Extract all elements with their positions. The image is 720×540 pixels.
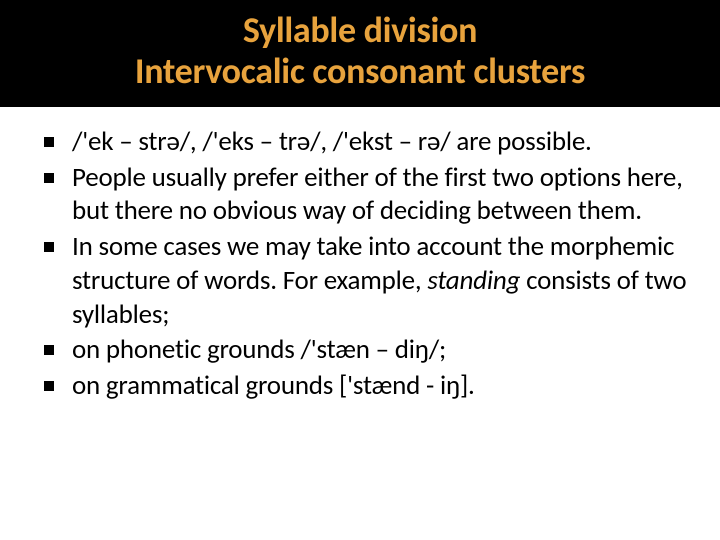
title-line-1: Syllable division <box>0 10 720 51</box>
bullet-text: on phonetic grounds /'stæn – diŋ/; <box>72 333 446 366</box>
slide-body: /'ek – strə/, /'eks – trə/, /'ekst – rə/… <box>0 107 720 403</box>
title-line-2: Intervocalic consonant clusters <box>0 51 720 92</box>
list-item: In some cases we may take into account t… <box>38 230 690 331</box>
list-item: People usually prefer either of the firs… <box>38 161 690 229</box>
bullet-text: People usually prefer either of the firs… <box>72 161 683 228</box>
list-item: /'ek – strə/, /'eks – trə/, /'ekst – rə/… <box>38 125 690 159</box>
slide: Syllable division Intervocalic consonant… <box>0 0 720 540</box>
bullet-text-italic: standing <box>427 264 526 297</box>
bullet-text: /'ek – strə/, /'eks – trə/, /'ekst – rə/… <box>72 125 592 158</box>
bullet-text: on grammatical grounds ['stænd - iŋ]. <box>72 369 475 402</box>
list-item: on grammatical grounds ['stænd - iŋ]. <box>38 369 690 403</box>
title-band: Syllable division Intervocalic consonant… <box>0 0 720 107</box>
bullet-list: /'ek – strə/, /'eks – trə/, /'ekst – rə/… <box>38 125 690 403</box>
list-item: on phonetic grounds /'stæn – diŋ/; <box>38 333 690 367</box>
